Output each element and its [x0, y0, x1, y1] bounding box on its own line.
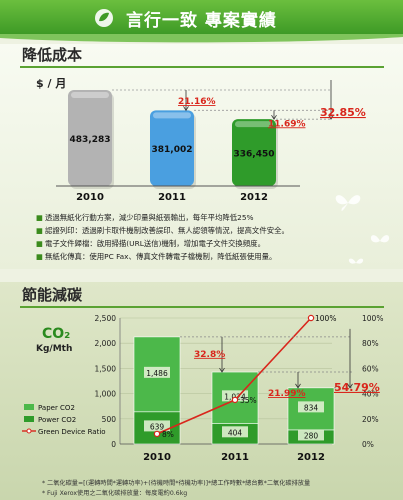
drop-arrow-head	[183, 106, 189, 112]
x-tick-label: 2011	[221, 452, 249, 463]
bullet-item: ■ 無紙化傳真：使用PC Fax、傳真文件轉電子檔機制，降低紙張使用量。	[36, 250, 396, 263]
section-energy-background	[0, 282, 403, 500]
section-energy-title: 節能減碳	[22, 286, 83, 304]
y-tick-label: 2,500	[95, 314, 117, 323]
drop-arrow-head	[219, 367, 225, 373]
bullet-text: 電子文件歸檔：啟用掃描(URL送信)機制，增加電子文件交換頻度。	[44, 239, 265, 248]
drop-arrow-head	[295, 383, 301, 389]
y2-tick-label: 40%	[362, 390, 379, 399]
power-value-label: 639	[150, 422, 165, 431]
ratio-point	[231, 396, 239, 404]
bullet-item: ■ 認證列印：透過刷卡取件機制改善誤印、無人認領等情況，提高文件安全。	[36, 224, 396, 237]
bullet-item: ■ 透過無紙化行動方案，減少印量與紙張輸出，每年平均降低25%	[36, 211, 396, 224]
y-tick-label: 1,500	[95, 364, 117, 373]
y2-tick-label: 0%	[362, 440, 374, 449]
pct-annotation: 32.85%	[320, 106, 366, 119]
header-wave	[0, 34, 403, 43]
section-cost-title: 降低成本	[22, 46, 83, 64]
ratio-point	[153, 430, 161, 438]
ratio-label: 35%	[240, 396, 257, 405]
y2-tick-label: 80%	[362, 339, 379, 348]
ratio-point	[307, 314, 315, 322]
y-tick-label: 500	[102, 415, 117, 424]
cost-bar-chart: 483,283 2010 381,002 2011 336,450 2012 21.16% 1…	[56, 80, 366, 203]
x-tick-label: 2010	[143, 452, 171, 463]
legend-label-paper: Paper CO2	[38, 404, 75, 412]
bullet-item: ■ 電子文件歸檔：啟用掃描(URL送信)機制，增加電子文件交換頻度。	[36, 237, 396, 250]
x-tick-label: 2011	[158, 192, 186, 203]
y2-tick-label: 60%	[362, 364, 379, 373]
cost-bar	[150, 110, 194, 186]
leaf-icon	[95, 9, 113, 27]
bullet-icon: ■	[36, 213, 43, 222]
bullet-icon: ■	[36, 239, 43, 248]
pct-annotation: 21.99%	[268, 389, 306, 399]
co2-label: CO₂	[42, 326, 71, 342]
co2-unit-label: Kg/Mth	[36, 344, 73, 354]
legend-label-power: Power CO2	[38, 416, 76, 424]
footer-note: * 二氧化碳量=[(運轉時間*運轉功率)+(待機時間*待機功率)]*總工作時數*…	[42, 480, 311, 487]
value-box	[298, 401, 324, 413]
bullet-text: 認證列印：透過刷卡取件機制改善誤印、無人認領等情況，提高文件安全。	[44, 226, 289, 235]
cost-bar	[68, 90, 112, 186]
bullet-text: 透過無紙化行動方案，減少印量與紙張輸出，每年平均降低25%	[44, 213, 254, 222]
bar-value-label: 483,283	[70, 135, 111, 145]
y2-tick-label: 100%	[362, 314, 383, 323]
legend-label-ratio: Green Device Ratio	[38, 428, 106, 436]
pct-annotation: 11.69%	[268, 119, 306, 129]
footer-note: * Fuji Xerox使用之二氧化碳排放量：每度電約0.6kg	[42, 490, 188, 497]
pct-annotation: 54.79%	[334, 381, 380, 394]
value-box	[144, 366, 170, 378]
drop-arrow-head	[271, 114, 277, 120]
legend-marker-ratio	[26, 428, 32, 434]
section-cost-background	[0, 44, 403, 269]
power-value-label: 404	[228, 428, 243, 437]
ratio-label: 100%	[315, 314, 336, 323]
cost-unit-label: $ / 月	[36, 77, 67, 90]
bar-highlight	[235, 121, 273, 128]
x-tick-label: 2010	[76, 192, 104, 203]
paper-value-label: 1,486	[146, 369, 168, 378]
butterfly-icon	[335, 195, 361, 211]
butterfly-icon	[370, 235, 390, 243]
x-tick-label: 2012	[297, 452, 325, 463]
bar-highlight	[153, 112, 191, 119]
paper-value-label: 834	[304, 403, 319, 412]
power-value-label: 280	[304, 431, 319, 440]
value-box	[222, 390, 248, 402]
pct-annotation: 21.16%	[178, 97, 216, 107]
cost-bullet-list: ■ 透過無紙化行動方案，減少印量與紙張輸出，每年平均降低25% ■ 認證列印：透過刷…	[36, 211, 396, 263]
section-cost-rule	[20, 66, 384, 68]
value-box	[298, 429, 324, 441]
y-tick-label: 0	[111, 440, 116, 449]
legend-swatch-paper	[24, 404, 34, 410]
y2-tick-label: 20%	[362, 415, 379, 424]
bullet-icon: ■	[36, 226, 43, 235]
section-energy-rule	[20, 306, 384, 308]
co2-stacked-chart: 0 500 1,000 1,500 2,000 2,500 0% 20% 40% 60% 80% 10…	[22, 314, 383, 463]
bar-value-label: 381,002	[152, 145, 193, 155]
header-banner	[0, 0, 403, 34]
page-title: 言行一致 專案實績	[126, 11, 277, 31]
value-box	[222, 426, 248, 438]
bullet-icon: ■	[36, 252, 43, 261]
x-tick-label: 2012	[240, 192, 268, 203]
drop-arrow-head	[328, 114, 334, 120]
y-tick-label: 2,000	[95, 339, 117, 348]
value-box	[144, 420, 170, 432]
cost-bar	[232, 119, 276, 186]
pct-annotation: 32.8%	[194, 350, 225, 360]
drop-arrow-head	[347, 383, 353, 389]
legend-swatch-power	[24, 416, 34, 422]
bar-highlight	[71, 92, 109, 98]
bullet-text: 無紙化傳真：使用PC Fax、傳真文件轉電子檔機制，降低紙張使用量。	[44, 252, 277, 261]
y-tick-label: 1,000	[95, 390, 117, 399]
bar-value-label: 336,450	[234, 150, 275, 160]
ratio-label: 8%	[162, 430, 174, 439]
butterfly-icon	[348, 258, 364, 264]
